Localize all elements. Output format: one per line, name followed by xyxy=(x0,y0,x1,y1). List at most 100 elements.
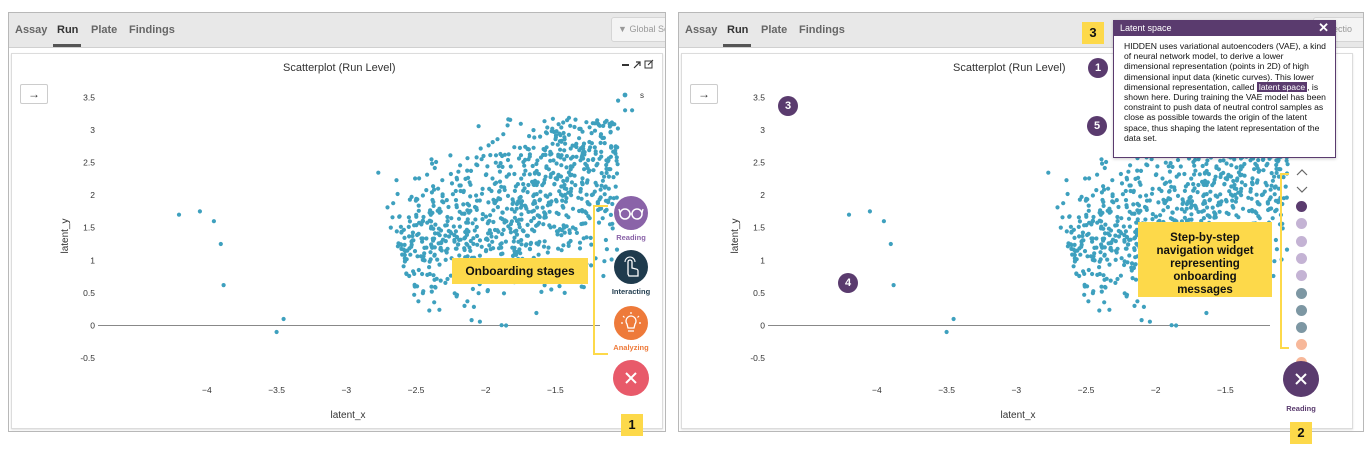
data-point xyxy=(1257,216,1262,221)
data-point xyxy=(1150,217,1155,222)
data-point xyxy=(1165,205,1170,210)
data-point xyxy=(565,176,570,181)
data-point xyxy=(468,208,473,213)
arrow-right-icon[interactable]: → xyxy=(690,84,718,104)
data-point xyxy=(1108,247,1113,252)
step-dot[interactable] xyxy=(1296,235,1307,247)
data-point xyxy=(456,169,461,174)
data-point xyxy=(1122,259,1127,264)
data-point xyxy=(1098,250,1103,255)
data-point xyxy=(1118,273,1123,278)
data-point xyxy=(448,153,453,158)
tab-run[interactable]: Run xyxy=(727,24,749,36)
step-marker-3[interactable]: 3 xyxy=(778,96,798,116)
data-point xyxy=(414,214,419,219)
data-point xyxy=(425,172,430,177)
data-point xyxy=(477,198,482,203)
data-point xyxy=(1099,190,1104,195)
data-point xyxy=(420,193,425,198)
data-point xyxy=(435,208,440,213)
data-point xyxy=(1113,239,1118,244)
data-point xyxy=(1217,209,1222,214)
data-point xyxy=(432,253,437,258)
data-point xyxy=(562,137,567,142)
data-point xyxy=(1276,186,1281,191)
reading-stage-button[interactable] xyxy=(614,196,648,230)
data-point xyxy=(559,228,564,233)
data-point xyxy=(500,164,505,169)
data-point xyxy=(1189,217,1194,222)
interacting-stage-button[interactable] xyxy=(614,250,648,284)
arrow-right-icon[interactable]: → xyxy=(20,84,48,104)
data-point xyxy=(504,174,509,179)
analyzing-stage-button[interactable] xyxy=(614,306,648,340)
data-point xyxy=(522,163,527,168)
data-point xyxy=(1115,246,1120,251)
close-icon[interactable]: ✕ xyxy=(1318,20,1329,35)
data-point xyxy=(572,161,577,167)
data-point xyxy=(530,227,535,232)
step-dot[interactable] xyxy=(1296,218,1307,230)
chevron-down-icon[interactable] xyxy=(1296,186,1308,193)
data-point xyxy=(1134,220,1139,225)
step-marker-1[interactable]: 1 xyxy=(1088,58,1108,78)
data-point xyxy=(1153,172,1158,178)
data-point xyxy=(1085,232,1090,238)
data-point xyxy=(429,157,434,162)
data-point xyxy=(556,152,561,157)
step-dot[interactable] xyxy=(1296,287,1307,299)
close-onboarding-button[interactable] xyxy=(613,360,649,396)
y-tick-label: 2 xyxy=(760,190,765,200)
data-point xyxy=(432,277,437,282)
data-point xyxy=(449,181,455,186)
data-point xyxy=(568,123,573,128)
data-point xyxy=(547,209,552,214)
data-point xyxy=(471,241,476,246)
step-dot[interactable] xyxy=(1296,201,1307,212)
step-dot[interactable] xyxy=(1296,339,1307,351)
data-point xyxy=(221,283,226,288)
step-dot[interactable] xyxy=(1296,304,1307,316)
data-point xyxy=(549,199,554,204)
data-point xyxy=(1092,251,1097,256)
data-point xyxy=(567,230,572,235)
data-point xyxy=(464,220,469,225)
data-point xyxy=(580,176,585,181)
step-dot[interactable] xyxy=(1296,252,1307,264)
data-point xyxy=(527,246,533,251)
y-tick-label: 3 xyxy=(90,125,95,135)
tab-plate[interactable]: Plate xyxy=(761,24,788,36)
tab-findings[interactable]: Findings xyxy=(129,24,175,36)
tab-plate[interactable]: Plate xyxy=(91,24,118,36)
scatterplot-card xyxy=(11,53,663,429)
global-selection-button[interactable]: ▼ Global Se xyxy=(611,17,665,42)
data-point xyxy=(590,192,596,197)
annotation-badge-1: 1 xyxy=(621,414,643,436)
external-link-icon[interactable] xyxy=(644,59,654,69)
data-point xyxy=(1107,233,1112,238)
data-point xyxy=(1076,215,1081,220)
tab-assay[interactable]: Assay xyxy=(15,24,48,36)
data-point xyxy=(465,217,470,222)
step-dot[interactable] xyxy=(1296,270,1307,282)
data-point xyxy=(385,205,390,210)
data-point xyxy=(523,168,528,173)
data-point xyxy=(534,161,539,167)
data-point xyxy=(491,246,496,251)
data-point xyxy=(1256,169,1261,174)
step-marker-5[interactable]: 5 xyxy=(1087,116,1107,136)
tab-assay[interactable]: Assay xyxy=(685,24,718,36)
step-dot[interactable] xyxy=(1296,322,1307,334)
close-onboarding-button[interactable] xyxy=(1283,361,1319,397)
expand-icon[interactable] xyxy=(633,61,641,69)
data-point xyxy=(1091,289,1096,294)
data-point xyxy=(572,173,577,178)
chevron-up-icon[interactable] xyxy=(1296,169,1308,176)
data-point xyxy=(1108,228,1114,233)
data-point xyxy=(581,236,586,241)
tab-run[interactable]: Run xyxy=(57,24,79,36)
y-tick-label: 3 xyxy=(760,125,765,135)
data-point xyxy=(394,229,399,234)
step-marker-4[interactable]: 4 xyxy=(838,273,858,293)
tab-findings[interactable]: Findings xyxy=(799,24,845,36)
